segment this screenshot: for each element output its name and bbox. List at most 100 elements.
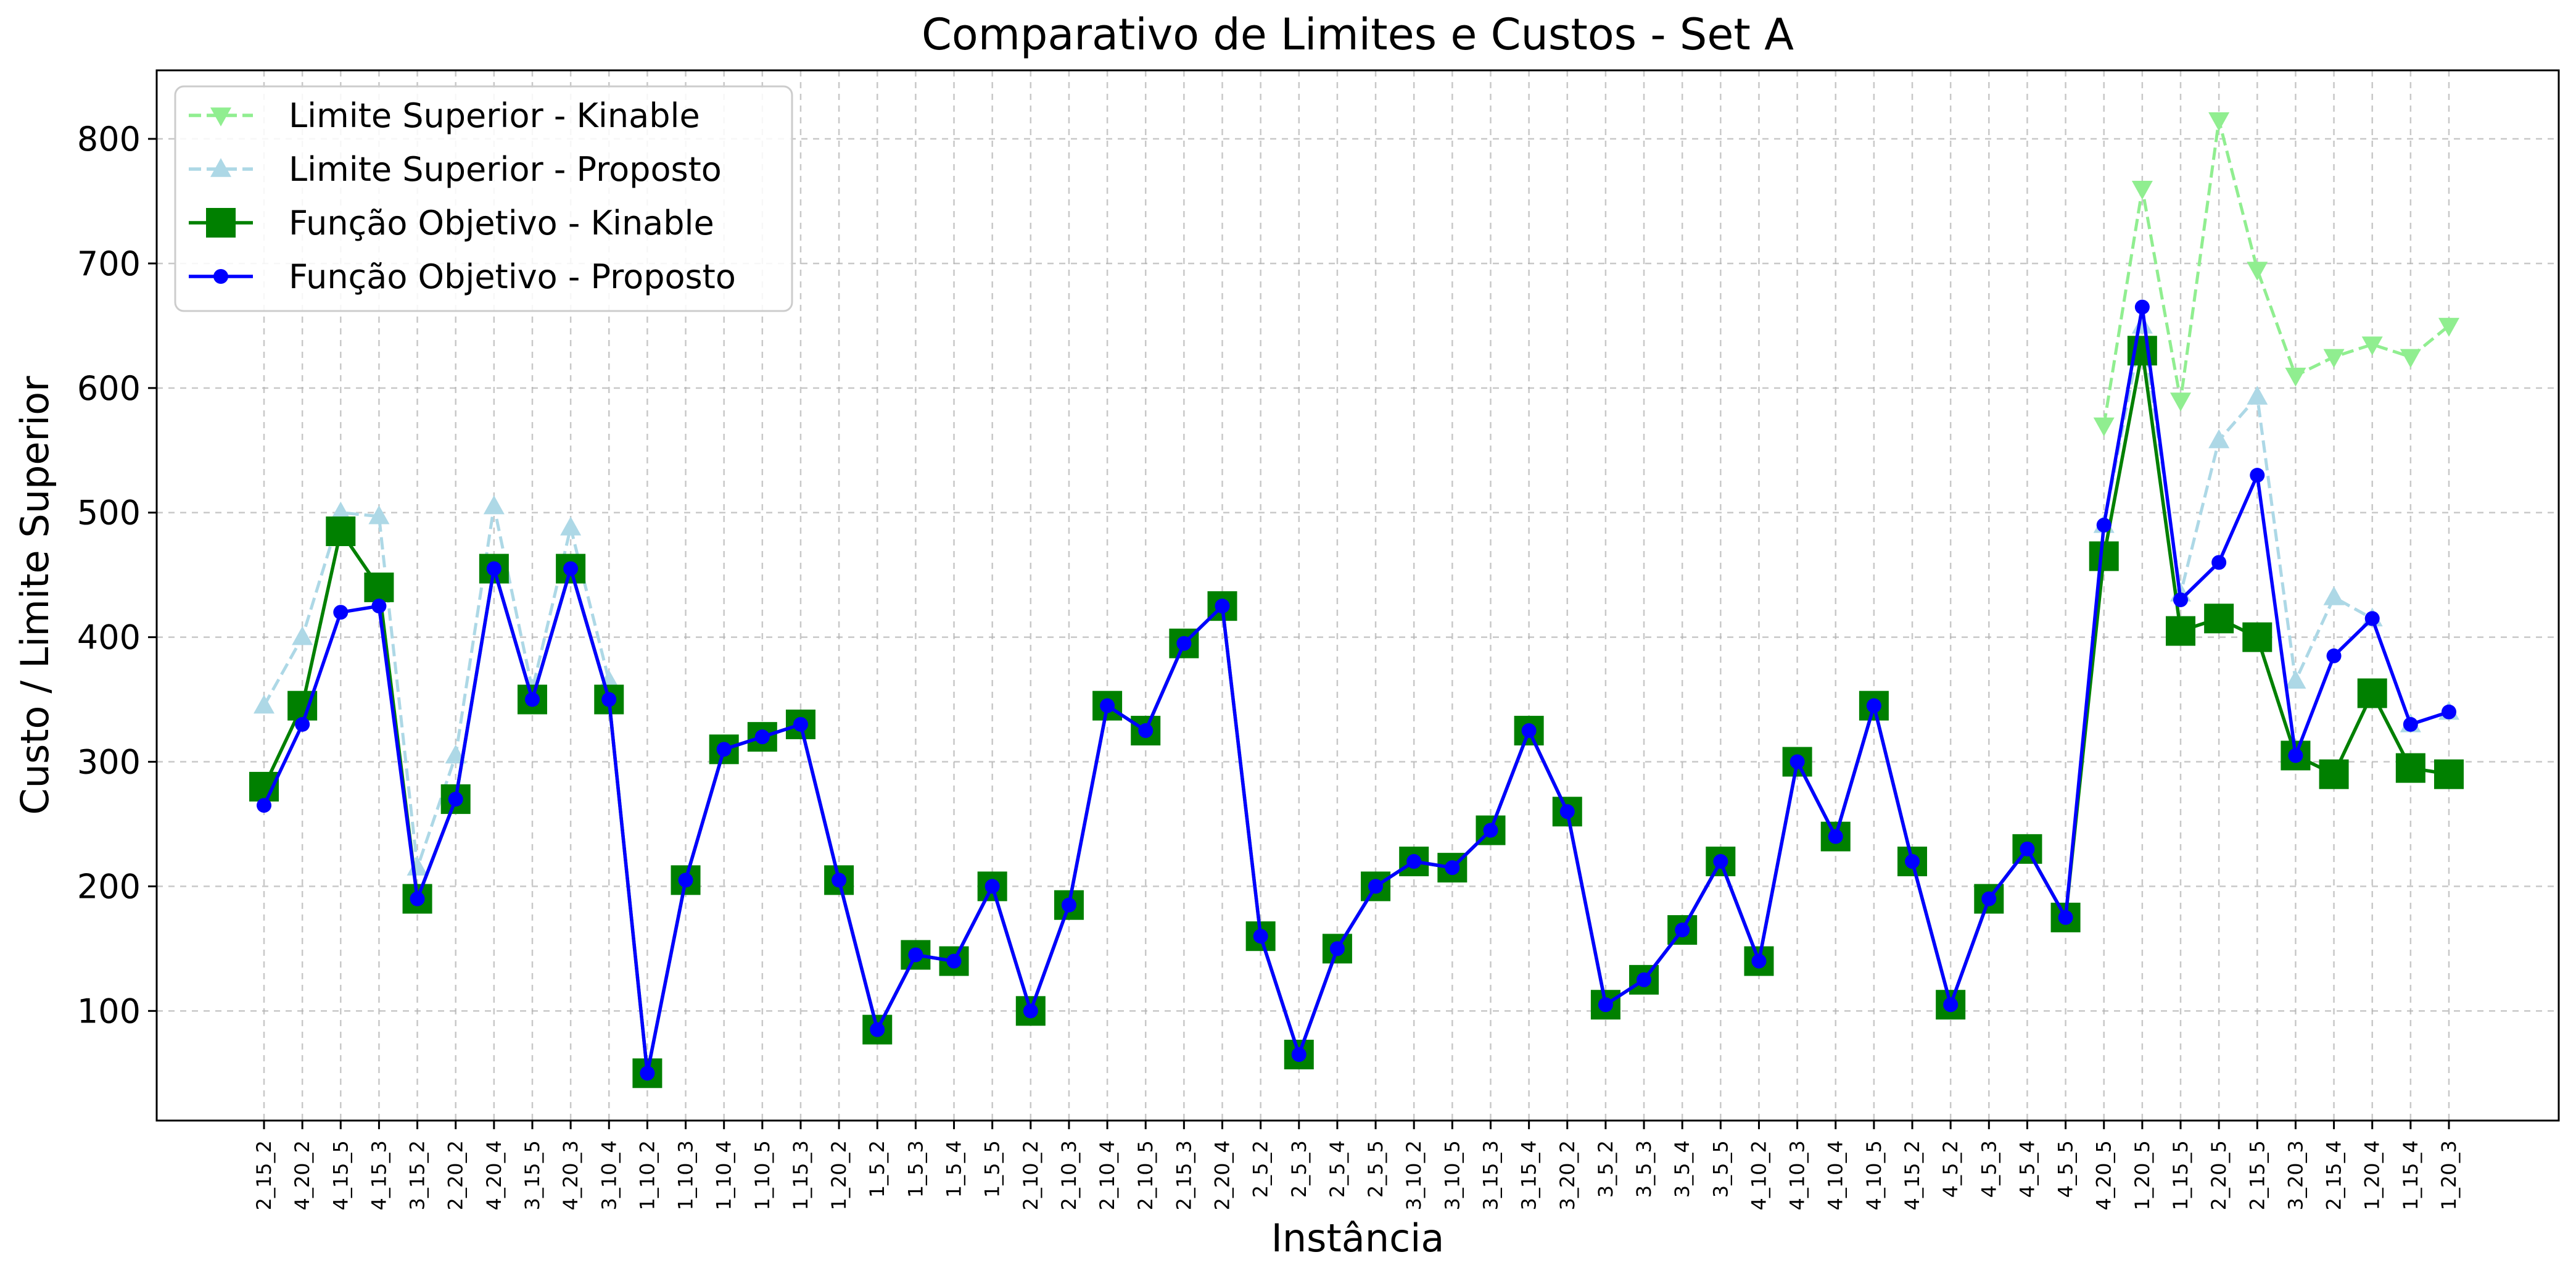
y-tick-label: 100 <box>77 992 141 1030</box>
x-tick-label: 1_20_5 <box>2131 1140 2154 1210</box>
data-point <box>601 692 617 707</box>
x-tick-label: 4_15_3 <box>367 1140 390 1210</box>
legend-box <box>174 85 793 312</box>
data-point <box>1637 972 1652 987</box>
data-point <box>2020 841 2035 856</box>
x-tick-label: 1_5_4 <box>943 1140 966 1198</box>
data-point <box>2395 753 2425 783</box>
x-tick-label: 2_20_2 <box>444 1140 468 1210</box>
data-point <box>2166 616 2195 646</box>
x-tick-label: 2_5_4 <box>1326 1140 1349 1198</box>
x-tick-label: 1_20_2 <box>827 1140 851 1210</box>
data-point <box>2208 112 2230 131</box>
x-tick-label: 2_15_5 <box>2245 1140 2269 1210</box>
data-point <box>1176 636 1192 651</box>
data-point <box>985 879 1000 894</box>
x-tick-label: 3_15_4 <box>1517 1140 1541 1210</box>
x-tick-label: 1_10_5 <box>751 1140 774 1210</box>
y-tick-label: 500 <box>77 494 141 533</box>
data-point <box>1828 829 1843 844</box>
data-point <box>2434 759 2464 789</box>
y-axis: 100 200 300 400 500 600 700 800 <box>77 120 157 1030</box>
data-point <box>2403 716 2418 732</box>
data-point <box>2170 392 2191 412</box>
legend-label: Limite Superior - Kinable <box>289 96 700 135</box>
data-point <box>1943 997 1959 1013</box>
x-tick-label: 3_5_5 <box>1709 1140 1732 1198</box>
x-tick-label: 1_15_5 <box>2169 1140 2192 1210</box>
data-point <box>1559 804 1575 819</box>
data-point <box>2058 910 2073 925</box>
data-point <box>563 561 579 576</box>
x-tick-label: 1_5_3 <box>904 1140 927 1198</box>
x-tick-label: 3_10_4 <box>597 1140 621 1210</box>
series-line-obj-proposto <box>257 299 2456 1081</box>
legend-item: Função Objetivo - Kinable <box>189 204 714 243</box>
data-point <box>1291 1047 1307 1062</box>
legend-label: Limite Superior - Proposto <box>289 150 722 189</box>
data-point <box>832 873 847 888</box>
data-point <box>1368 879 1384 894</box>
data-point <box>333 605 349 620</box>
data-point <box>2247 386 2268 405</box>
x-tick-label: 4_20_2 <box>291 1140 314 1210</box>
x-tick-label: 3_5_3 <box>1632 1140 1656 1198</box>
data-point <box>1100 698 1115 713</box>
x-tick-label: 4_5_3 <box>1977 1140 2000 1198</box>
x-tick-label: 3_5_2 <box>1594 1140 1617 1198</box>
data-point <box>2089 541 2119 571</box>
x-tick-label: 4_15_2 <box>1901 1140 1924 1210</box>
data-point <box>754 729 770 745</box>
data-point <box>210 107 231 126</box>
data-point <box>1751 953 1767 969</box>
data-point <box>2134 299 2150 315</box>
data-point <box>908 947 923 963</box>
data-point <box>326 516 356 547</box>
x-tick-label: 2_15_3 <box>1172 1140 1195 1210</box>
data-point <box>2173 592 2188 608</box>
data-point <box>2131 181 2153 200</box>
series-line-upper-kinable <box>2093 112 2459 437</box>
x-tick-label: 2_15_2 <box>252 1140 276 1210</box>
x-tick-label: 4_20_5 <box>2092 1140 2116 1210</box>
x-tick-label: 2_15_4 <box>2322 1140 2346 1210</box>
data-point <box>2288 748 2303 763</box>
data-point <box>213 269 228 284</box>
data-point <box>1138 723 1154 739</box>
x-tick-label: 1_15_4 <box>2399 1140 2422 1210</box>
data-point <box>1023 1003 1038 1019</box>
y-tick-label: 700 <box>77 244 141 283</box>
legend-label: Função Objetivo - Proposto <box>289 257 736 296</box>
data-point <box>946 953 962 969</box>
x-tick-label: 1_15_3 <box>789 1140 812 1210</box>
data-point <box>2441 704 2456 719</box>
x-tick-label: 2_10_2 <box>1019 1140 1042 1210</box>
data-point <box>2211 555 2227 570</box>
chart-title: Comparativo de Limites e Custos - Set A <box>922 9 1794 60</box>
data-point <box>292 626 313 645</box>
data-point <box>368 505 390 524</box>
data-point <box>1866 698 1881 713</box>
x-tick-label: 4_20_3 <box>559 1140 582 1210</box>
x-tick-label: 1_20_3 <box>2437 1140 2461 1210</box>
x-tick-label: 3_15_2 <box>406 1140 429 1210</box>
data-point <box>2326 648 2342 663</box>
data-point <box>448 792 463 807</box>
data-point <box>640 1066 655 1081</box>
data-point <box>1675 922 1690 938</box>
x-tick-label: 2_10_4 <box>1096 1140 1119 1210</box>
legend: Limite Superior - Kinable Limite Superior… <box>174 85 793 312</box>
data-point <box>2250 468 2265 483</box>
data-point <box>2242 622 2273 652</box>
x-tick-label: 2_5_2 <box>1249 1140 1273 1198</box>
x-tick-label: 4_10_4 <box>1824 1140 1847 1210</box>
data-point <box>2096 517 2112 533</box>
x-tick-label: 3_15_3 <box>1479 1140 1502 1210</box>
data-point <box>1445 860 1460 876</box>
x-tick-label: 4_20_4 <box>482 1140 506 1210</box>
x-tick-label: 4_5_5 <box>2054 1140 2078 1198</box>
x-tick-label: 1_20_4 <box>2361 1140 2384 1210</box>
x-tick-label: 2_5_3 <box>1287 1140 1311 1198</box>
x-tick-label: 4_5_2 <box>1939 1140 1962 1198</box>
data-point <box>2323 349 2345 368</box>
